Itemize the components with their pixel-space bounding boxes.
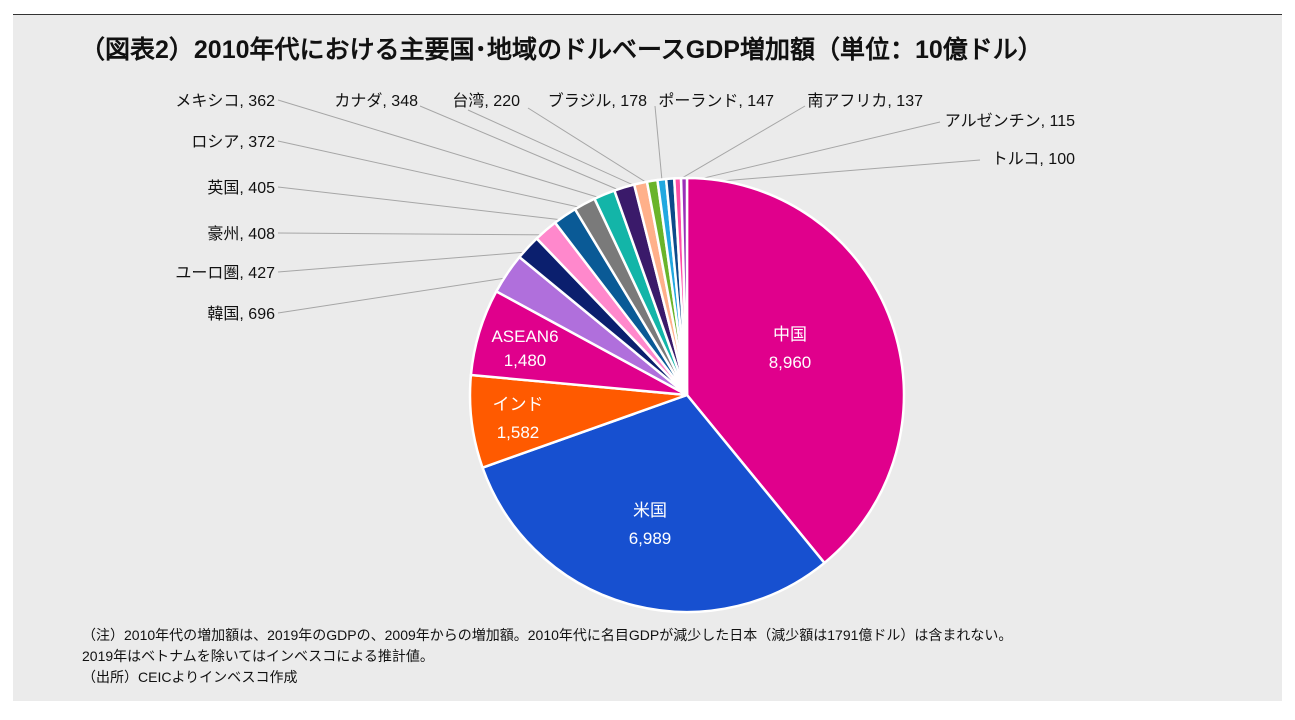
note-line: 2019年はベトナムを除いてはインベスコによる推計値。 <box>82 646 1012 667</box>
leader-line-4 <box>278 277 512 313</box>
leader-line-6 <box>278 233 550 235</box>
note-line: （出所）CEICよりインベスコ作成 <box>82 667 1012 688</box>
slice-data-label-13: ポーランド, 147 <box>658 92 774 110</box>
leader-line-5 <box>278 252 532 272</box>
slice-data-label-5: ユーロ圏, 427 <box>175 265 275 282</box>
leader-line-14 <box>671 106 805 185</box>
leader-line-11 <box>468 110 642 189</box>
slice-name-label-1: 米国 <box>633 501 667 520</box>
slice-name-label-3: ASEAN6 <box>491 327 558 346</box>
slice-data-label-10: カナダ, 348 <box>334 92 418 110</box>
slice-data-label-4: 韓国, 696 <box>207 305 275 323</box>
slice-name-label-0: 中国 <box>773 325 807 344</box>
note-line: （注）2010年代の増加額は、2019年のGDPの、2009年からの増加額。20… <box>82 625 1012 646</box>
leader-line-13 <box>655 106 662 185</box>
slice-value-label-1: 6,989 <box>629 529 672 548</box>
pie-chart: 中国 8,960 米国 6,989 インド 1,582 ASEAN6 1,480 韓国, 696… <box>0 0 1295 720</box>
slice-data-label-11: 台湾, 220 <box>452 92 520 110</box>
leader-line-10 <box>420 106 626 193</box>
slice-value-label-0: 8,960 <box>769 353 812 372</box>
slice-data-label-12: ブラジル, 178 <box>548 91 647 110</box>
slice-data-label-15: アルゼンチン, 115 <box>945 112 1075 130</box>
slice-data-label-8: ロシア, 372 <box>191 134 275 151</box>
footnotes: （注）2010年代の増加額は、2019年のGDPの、2009年からの増加額。20… <box>82 625 1012 688</box>
slice-value-label-3: 1,480 <box>504 351 547 370</box>
slice-value-label-2: 1,582 <box>497 423 540 442</box>
slice-data-label-7: 英国, 405 <box>207 179 275 197</box>
leader-line-15 <box>678 122 940 184</box>
leader-line-7 <box>278 187 568 221</box>
leader-line-12 <box>528 108 653 187</box>
leader-line-8 <box>278 141 587 209</box>
slice-data-label-14: 南アフリカ, 137 <box>807 92 923 110</box>
slice-data-label-6: 豪州, 408 <box>207 224 275 243</box>
slice-name-label-2: インド <box>493 395 544 414</box>
slice-data-label-9: メキシコ, 362 <box>175 93 275 110</box>
slice-data-label-16: トルコ, 100 <box>992 151 1075 168</box>
